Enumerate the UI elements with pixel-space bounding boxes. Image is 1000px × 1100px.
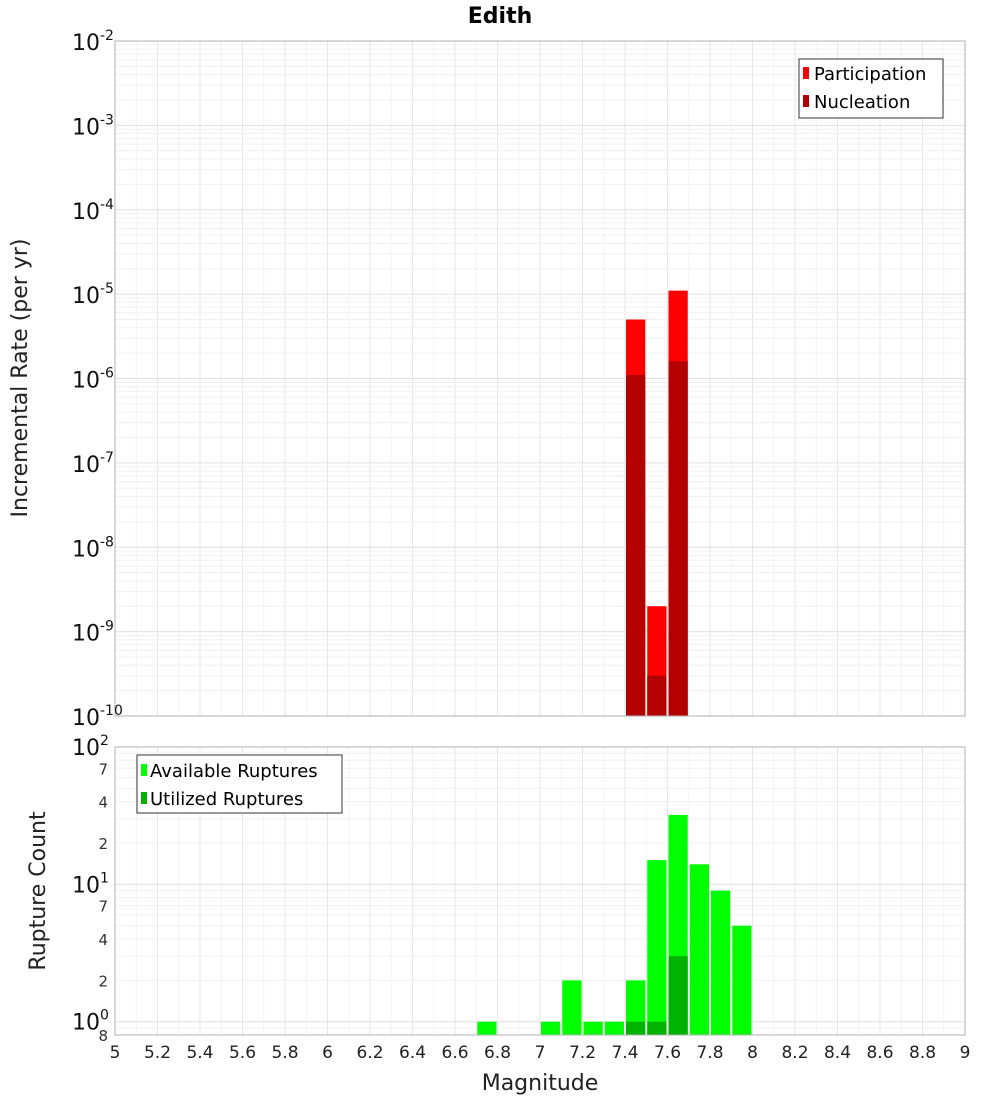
x-tick-label: 5.6 xyxy=(229,1043,256,1063)
bottom-available-ruptures-bar xyxy=(711,890,731,1035)
legend-nucleation-swatch xyxy=(803,95,809,107)
x-tick-label: 7.8 xyxy=(696,1043,723,1063)
x-tick-label: 8.2 xyxy=(781,1043,808,1063)
x-tick-label: 7.2 xyxy=(569,1043,596,1063)
x-tick-label: 7.6 xyxy=(654,1043,681,1063)
bottom-y-minor-tick-label: 8 xyxy=(98,1027,108,1045)
top-y-axis-label: Incremental Rate (per yr) xyxy=(8,239,33,518)
bottom-y-minor-tick-label: 7 xyxy=(98,898,108,916)
top-legend: Participation Nucleation xyxy=(798,58,944,119)
top-y-tick-label: 10-8 xyxy=(72,534,114,562)
bottom-y-minor-tick-label: 4 xyxy=(98,931,108,949)
top-y-tick-label: 10-4 xyxy=(72,197,114,225)
bottom-y-axis-label: Rupture Count xyxy=(26,811,51,971)
x-tick-label: 9 xyxy=(960,1043,971,1063)
top-y-tick-label: 10-2 xyxy=(72,28,114,56)
x-tick-label: 5.4 xyxy=(186,1043,213,1063)
bottom-utilized-ruptures-bar xyxy=(668,956,688,1035)
bottom-available-ruptures-bar xyxy=(477,1021,497,1035)
x-axis-label: Magnitude xyxy=(482,1071,599,1096)
legend-available-swatch xyxy=(141,764,147,776)
top-nucleation-bar xyxy=(647,675,667,716)
bottom-y-minor-tick-label: 2 xyxy=(98,972,108,990)
bottom-y-minor-tick-label: 2 xyxy=(98,835,108,853)
x-tick-labels: 5 5.2 5.4 5.6 5.8 6 6.2 6.4 6.6 6.8 7 7.2 7.4 7.6 7.8 8… xyxy=(110,1043,971,1063)
top-grid xyxy=(114,40,966,717)
bottom-available-ruptures-bar xyxy=(732,925,752,1035)
bottom-y-major-tick-label: 100 xyxy=(72,1008,109,1036)
x-tick-label: 8.8 xyxy=(909,1043,936,1063)
top-y-tick-label: 10-9 xyxy=(72,619,114,647)
bottom-y-tick-labels: 100 101 102 8 2 4 7 2 4 7 xyxy=(72,733,109,1045)
top-plot-frame xyxy=(114,40,966,717)
top-nucleation-bar xyxy=(668,361,688,716)
x-tick-label: 6 xyxy=(322,1043,333,1063)
x-tick-label: 6.6 xyxy=(441,1043,468,1063)
x-tick-label: 8.4 xyxy=(824,1043,851,1063)
bottom-y-minor-tick-label: 4 xyxy=(98,794,108,812)
top-y-tick-label: 10-5 xyxy=(72,281,114,309)
bottom-available-ruptures-bar xyxy=(626,980,646,1035)
top-y-tick-labels: 10-10 10-9 10-8 10-7 10-6 10-5 10-4 10-3 10-2 xyxy=(72,28,123,731)
bottom-legend-box xyxy=(136,754,343,814)
x-tick-label: 8.6 xyxy=(866,1043,893,1063)
bottom-available-ruptures-bar xyxy=(604,1021,624,1035)
bottom-y-major-tick-label: 101 xyxy=(72,870,109,898)
legend-utilized-swatch xyxy=(141,792,147,804)
bottom-utilized-ruptures-bar xyxy=(626,1021,646,1035)
x-tick-label: 6.8 xyxy=(484,1043,511,1063)
top-y-tick-label: 10-10 xyxy=(72,703,123,731)
x-tick-label: 5.8 xyxy=(271,1043,298,1063)
bottom-plot-frame xyxy=(114,746,966,1036)
top-bars xyxy=(626,290,688,716)
bottom-utilized-ruptures-bar xyxy=(647,1021,667,1035)
bottom-available-ruptures-bar xyxy=(562,980,582,1035)
x-tick-label: 5.2 xyxy=(144,1043,171,1063)
bottom-available-ruptures-bar xyxy=(689,864,709,1035)
bottom-bars xyxy=(477,814,752,1035)
top-nucleation-bar xyxy=(626,375,646,716)
bottom-available-ruptures-bar xyxy=(583,1021,603,1035)
top-y-tick-label: 10-6 xyxy=(72,366,114,394)
bottom-available-ruptures-bar xyxy=(541,1021,561,1035)
bottom-y-minor-tick-label: 7 xyxy=(98,760,108,778)
legend-participation-swatch xyxy=(803,67,809,79)
x-tick-label: 7 xyxy=(535,1043,546,1063)
legend-nucleation-label: Nucleation xyxy=(814,92,910,113)
legend-utilized-label: Utilized Ruptures xyxy=(150,789,303,810)
bottom-available-ruptures-bar xyxy=(647,860,667,1035)
bottom-y-major-tick-label: 102 xyxy=(72,733,109,761)
x-tick-label: 5 xyxy=(110,1043,121,1063)
x-tick-label: 7.4 xyxy=(611,1043,638,1063)
top-y-tick-label: 10-3 xyxy=(72,112,114,140)
chart-title: Edith xyxy=(468,4,533,29)
top-legend-box xyxy=(798,58,944,119)
bottom-legend: Available Ruptures Utilized Ruptures xyxy=(136,754,343,814)
legend-available-label: Available Ruptures xyxy=(150,761,318,782)
x-tick-label: 6.4 xyxy=(399,1043,426,1063)
x-tick-label: 8 xyxy=(747,1043,758,1063)
legend-participation-label: Participation xyxy=(814,64,926,85)
x-tick-label: 6.2 xyxy=(356,1043,383,1063)
top-y-tick-label: 10-7 xyxy=(72,450,114,478)
